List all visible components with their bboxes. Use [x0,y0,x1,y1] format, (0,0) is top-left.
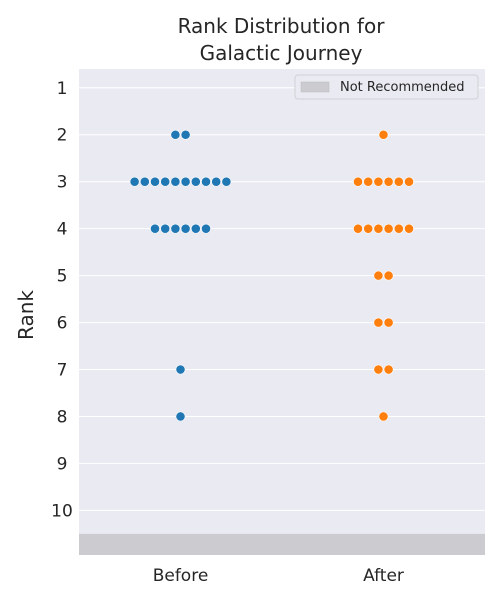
y-tick-label: 10 [51,501,73,521]
data-point [394,224,403,233]
legend-label: Not Recommended [340,80,465,95]
y-axis-label: Rank [14,290,38,340]
data-point [404,177,413,186]
data-point [161,177,170,186]
data-point [171,130,180,139]
data-point [171,224,180,233]
y-tick-label: 1 [57,79,68,99]
data-point [150,177,159,186]
legend-swatch [301,82,329,92]
data-point [384,365,393,374]
data-point [176,365,185,374]
x-tick-labels: Before After [153,566,404,586]
data-point [379,130,388,139]
data-point [181,130,190,139]
data-point [379,412,388,421]
data-point [353,177,362,186]
y-tick-label: 3 [57,173,68,193]
data-point [384,177,393,186]
data-point [374,271,383,280]
data-point [384,271,393,280]
y-tick-label: 9 [57,454,68,474]
data-point [374,318,383,327]
data-point [191,177,200,186]
data-point [191,224,200,233]
x-tick-label: After [363,566,404,586]
data-point [181,224,190,233]
data-point [353,224,362,233]
data-point [176,412,185,421]
y-tick-label: 2 [57,126,68,146]
data-point [364,224,373,233]
data-point [404,224,413,233]
data-point [140,177,149,186]
y-tick-label: 6 [57,314,68,334]
data-point [374,365,383,374]
data-point [181,177,190,186]
x-tick-label: Before [153,566,209,586]
data-point [384,224,393,233]
chart-title-line-1: Rank Distribution for [178,14,386,38]
data-point [161,224,170,233]
data-point [374,177,383,186]
y-tick-label: 7 [57,361,68,381]
data-point [150,224,159,233]
data-point [374,224,383,233]
data-point [222,177,231,186]
y-tick-labels: 1 2 3 4 5 6 7 8 9 10 [51,79,73,522]
data-point [201,224,210,233]
data-point [130,177,139,186]
not-recommended-region [79,534,485,555]
y-tick-label: 5 [57,267,68,287]
data-point [394,177,403,186]
legend: Not Recommended [295,75,478,99]
data-point [364,177,373,186]
y-tick-label: 4 [57,220,68,240]
data-point [384,318,393,327]
data-point [201,177,210,186]
data-point [212,177,221,186]
chart-title-line-2: Galactic Journey [200,41,363,65]
y-tick-label: 8 [57,407,68,427]
plot-area [79,69,485,555]
data-point [171,177,180,186]
